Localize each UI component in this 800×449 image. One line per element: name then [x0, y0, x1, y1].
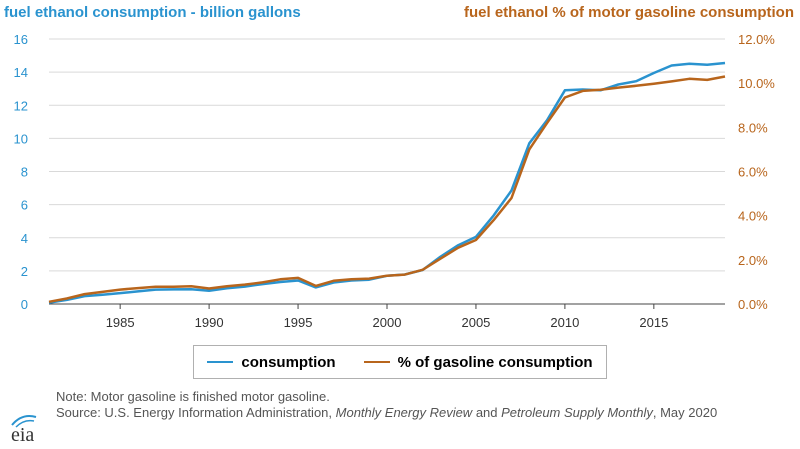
note-line: Note: Motor gasoline is finished motor g… [56, 389, 330, 404]
x-tick-label: 1985 [106, 315, 135, 330]
y-left-tick-label: 2 [21, 264, 28, 279]
y-left-tick-label: 14 [14, 65, 28, 80]
chart-title-left: fuel ethanol consumption - billion gallo… [4, 4, 301, 21]
chart-legend: consumption % of gasoline consumption [193, 345, 607, 379]
line-chart: 0 2 4 6 8 10 12 14 16 0.0% 2.0% 4.0% 6.0% 8.0% 10.0% 12… [14, 32, 776, 330]
x-tick-label: 2000 [373, 315, 402, 330]
y-right-tick-label: 10.0% [738, 76, 775, 91]
y-left-tick-label: 0 [21, 297, 28, 312]
y-right-tick-label: 12.0% [738, 32, 775, 47]
eia-logo-text: eia [11, 424, 34, 445]
y-left-tick-label: 8 [21, 165, 28, 180]
y-right-tick-label: 0.0% [738, 297, 768, 312]
source-and: and [472, 405, 502, 420]
source-line: Source: U.S. Energy Information Administ… [56, 405, 776, 421]
y-right-tick-label: 8.0% [738, 120, 768, 135]
y-right-tick-label: 6.0% [738, 165, 768, 180]
y-right-tick-label: 2.0% [738, 253, 768, 268]
legend-swatch-consumption [207, 361, 234, 363]
series-line-consumption [48, 61, 726, 304]
y-left-tick-label: 16 [14, 32, 28, 47]
x-tick-label: 2005 [461, 315, 490, 330]
y-left-tick-label: 12 [14, 98, 28, 113]
source-publication-1: Monthly Energy Review [335, 405, 473, 420]
eia-logo: eia [11, 415, 37, 445]
chart-title-right: fuel ethanol % of motor gasoline consump… [463, 4, 794, 21]
legend-item-percent: % of gasoline consumption [363, 353, 593, 371]
y-left-tick-label: 6 [21, 198, 28, 213]
x-tick-label: 2010 [550, 315, 579, 330]
legend-label-consumption: consumption [241, 353, 336, 371]
y-left-tick-label: 10 [14, 131, 28, 146]
source-publication-2: Petroleum Supply Monthly [501, 405, 653, 420]
x-tick-label: 1990 [195, 315, 224, 330]
series-line-percent [48, 75, 726, 304]
source-suffix: , May 2020 [652, 405, 718, 420]
source-prefix: Source: U.S. Energy Information Administ… [56, 405, 336, 420]
y-right-tick-label: 4.0% [738, 209, 768, 224]
chart-notes: Note: Motor gasoline is finished motor g… [56, 389, 776, 421]
legend-label-percent: % of gasoline consumption [397, 353, 593, 371]
x-tick-label: 1995 [284, 315, 313, 330]
legend-item-consumption: consumption [207, 353, 336, 371]
x-tick-label: 2015 [639, 315, 668, 330]
y-left-tick-label: 4 [21, 231, 28, 246]
legend-swatch-percent [363, 361, 390, 363]
